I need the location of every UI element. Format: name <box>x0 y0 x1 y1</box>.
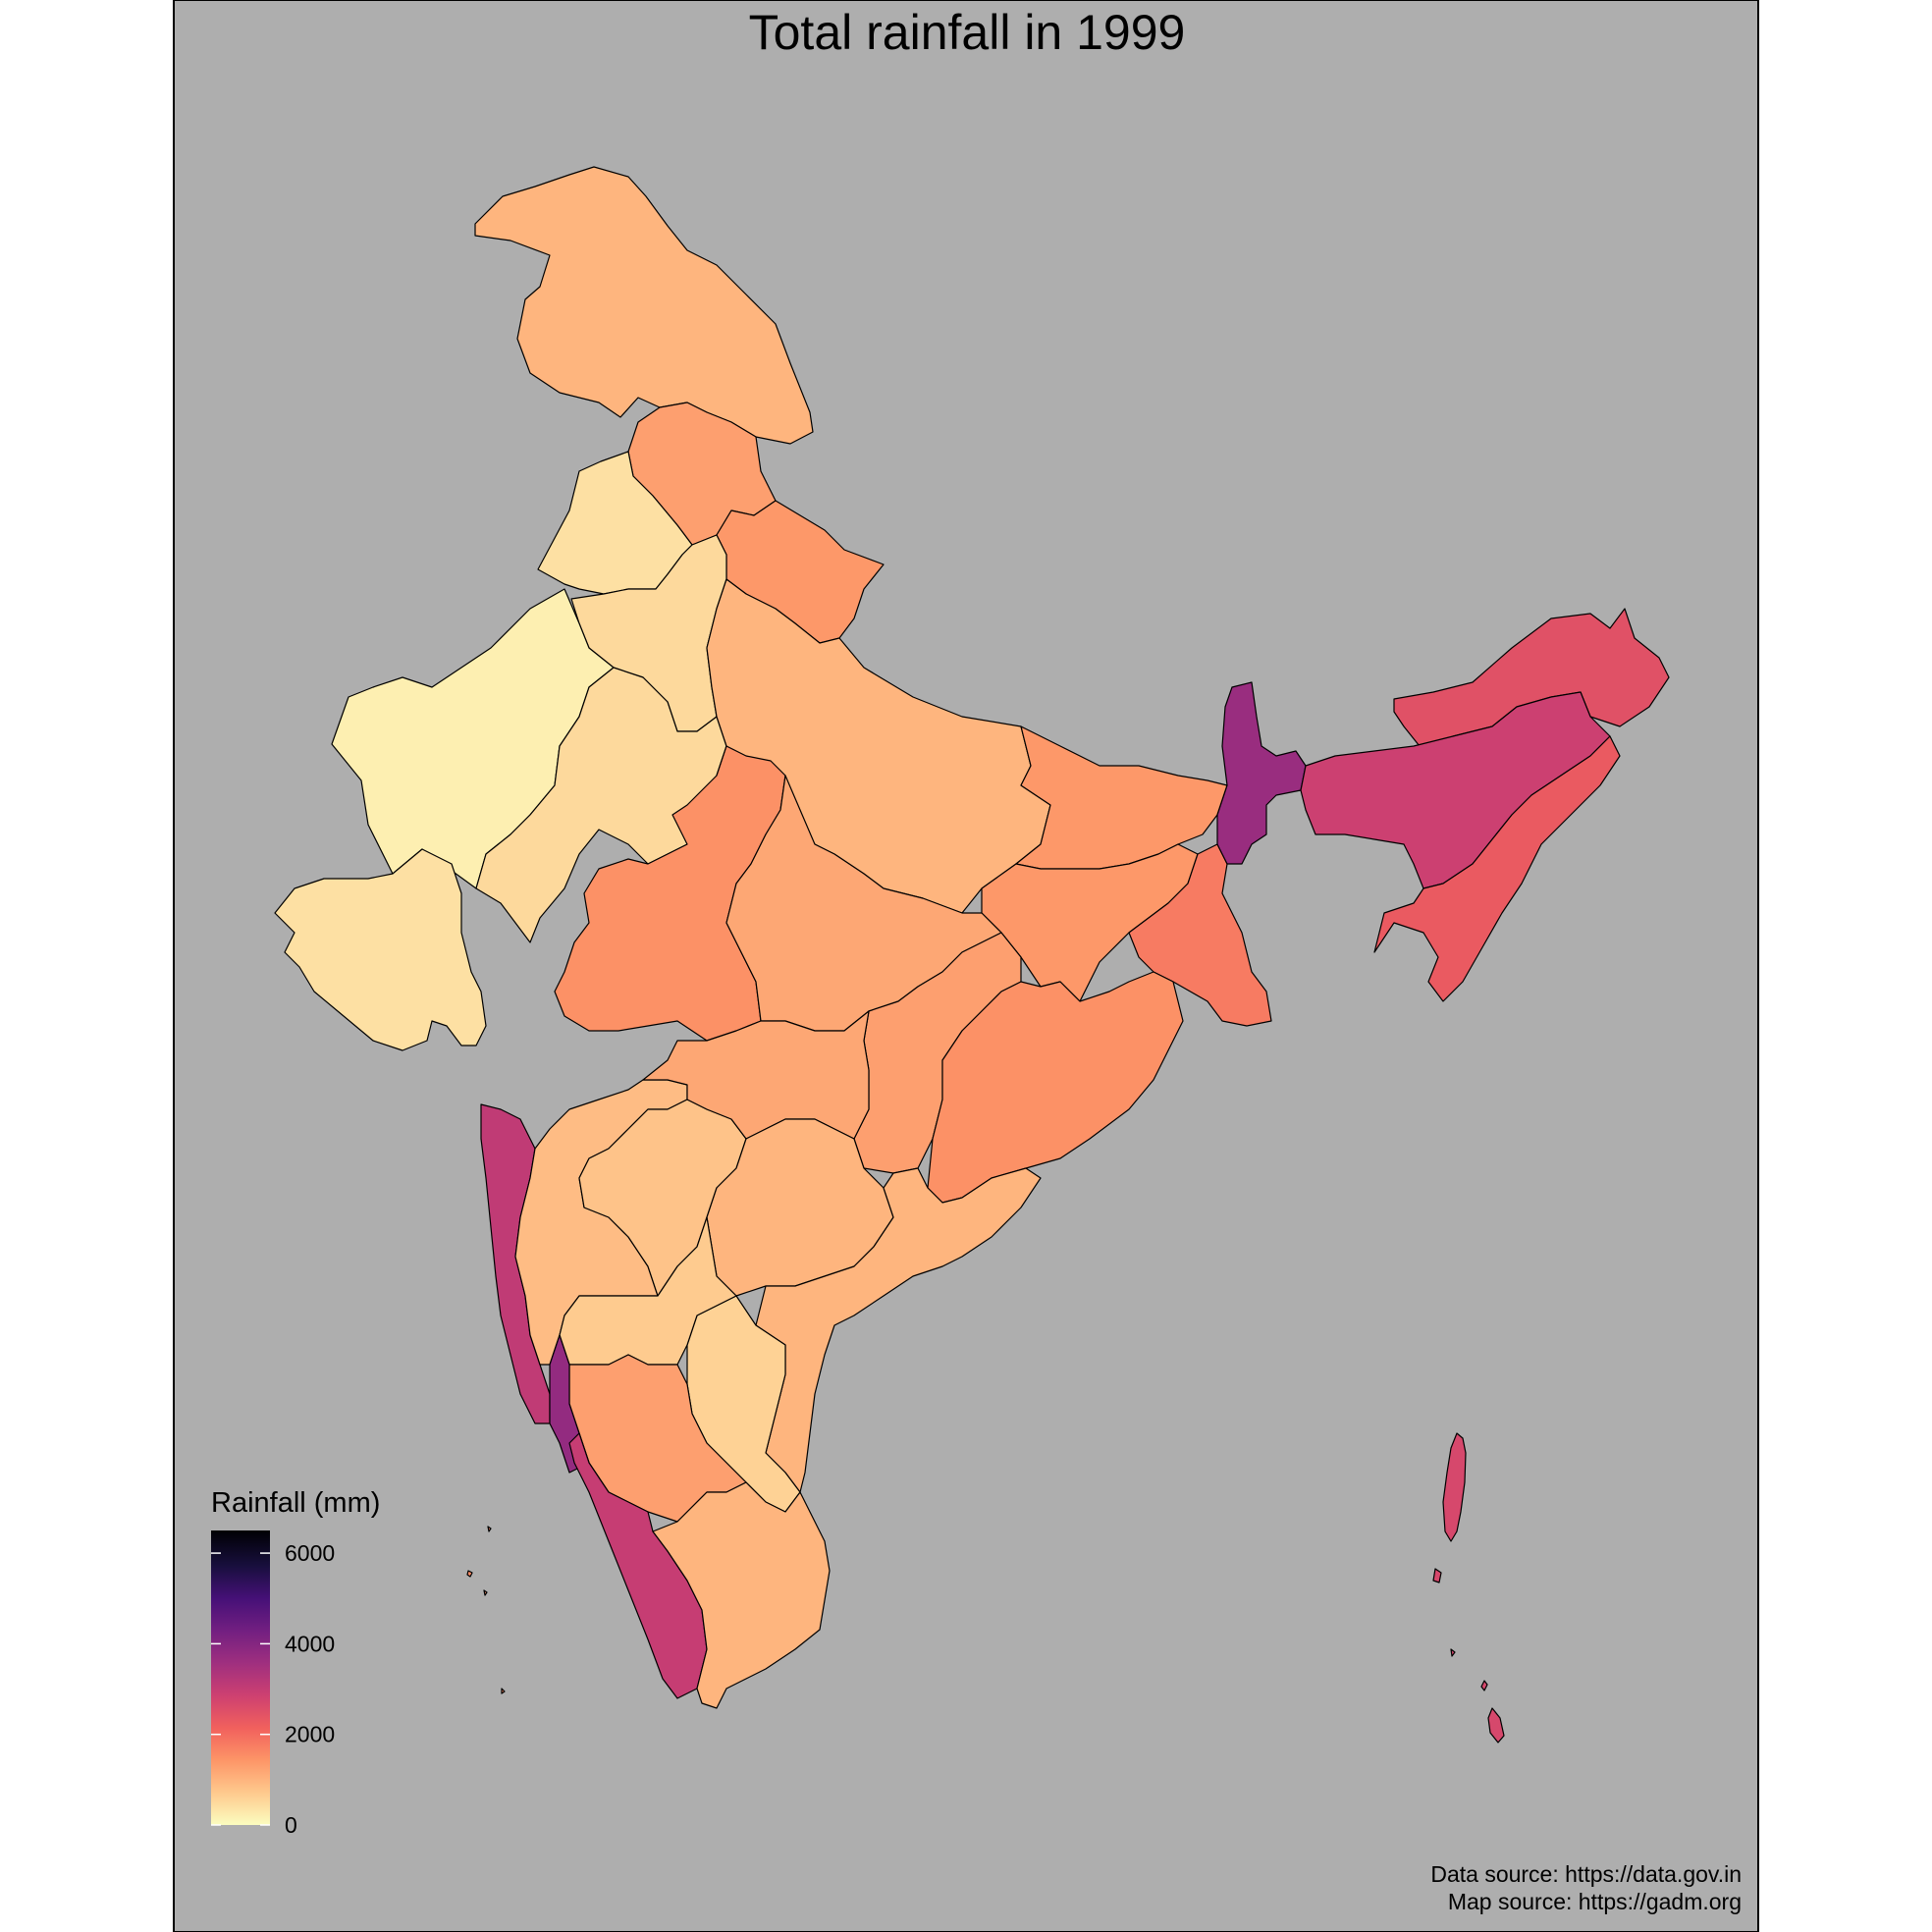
map-regions <box>274 166 1670 1744</box>
legend-tick-label: 4000 <box>285 1631 335 1656</box>
legend-tick-label: 2000 <box>285 1722 335 1747</box>
region-coastal-andhra <box>755 1167 1042 1493</box>
region-east-rajasthan <box>475 667 727 943</box>
region-lakshadweep <box>466 1526 506 1694</box>
map-source-caption: Map source: https://gadm.org <box>1448 1889 1742 1914</box>
region-gujarat <box>274 848 487 1051</box>
region-andaman-nicobar <box>1432 1432 1505 1744</box>
legend-ticks: 6000 4000 2000 0 <box>211 1540 335 1838</box>
map-legend: Rainfall (mm) 6000 4000 2000 0 <box>211 1487 380 1838</box>
data-source-caption: Data source: https://data.gov.in <box>1430 1861 1742 1887</box>
legend-tick-label: 6000 <box>285 1540 335 1566</box>
legend-title: Rainfall (mm) <box>211 1487 380 1519</box>
legend-colorbar <box>211 1530 270 1825</box>
legend-tick-label: 0 <box>285 1812 297 1838</box>
region-vidarbha <box>642 1010 870 1140</box>
map-title: Total rainfall in 1999 <box>749 5 1186 60</box>
region-gangetic-west-bengal <box>1128 843 1272 1027</box>
region-odisha <box>927 971 1184 1204</box>
region-tamil-nadu <box>652 1481 831 1709</box>
region-nmmt <box>1373 735 1621 1002</box>
